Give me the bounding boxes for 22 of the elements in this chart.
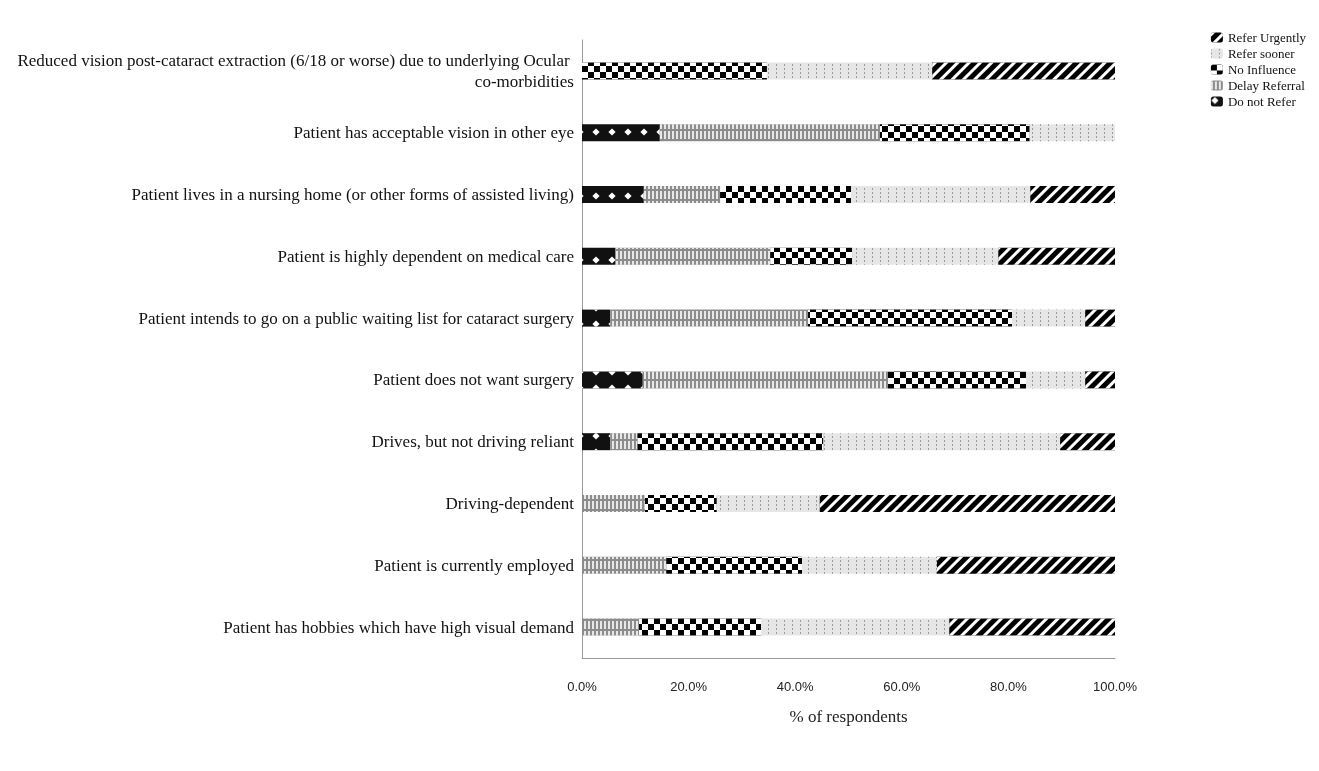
x-tick-label: 0.0%: [567, 679, 598, 694]
x-axis-title: % of respondents: [789, 707, 908, 726]
y-tick-label: Patient lives in a nursing home (or other forms of assisted living): [131, 185, 574, 204]
legend-label: Delay Referral: [1227, 78, 1306, 93]
y-tick-label: Patient has hobbies which have high visual demand: [223, 617, 575, 637]
x-tick-label: 80.0%: [989, 679, 1028, 694]
y-tick-label: Patient intends to go on a public waiting list for cataract surgery: [138, 308, 575, 328]
y-tick-label: Reduced vision post-cataract extraction (6/18 or worse) due to underlying Ocular co-morbidities: [17, 50, 574, 91]
x-tick-label: 100.0%: [1092, 679, 1138, 694]
legend-label: No Influence: [1227, 62, 1297, 77]
legend-label: Refer Urgently: [1227, 30, 1307, 45]
y-tick-label: Patient has acceptable vision in other eye: [293, 123, 574, 143]
y-tick-label: Patient is highly dependent on medical care: [277, 246, 574, 266]
x-tick-label: 60.0%: [883, 679, 921, 694]
legend-label: Refer sooner: [1227, 46, 1296, 61]
x-tick-label: 40.0%: [776, 679, 815, 694]
y-tick-label: Driving-dependent: [445, 494, 575, 513]
x-tick-label: 20.0%: [670, 679, 708, 694]
y-tick-label: Patient does not want surgery: [373, 370, 575, 390]
y-tick-label: Patient is currently employed: [374, 555, 575, 575]
legend-label: Do not Refer: [1227, 94, 1297, 109]
y-tick-label: Drives, but not driving reliant: [371, 432, 575, 452]
